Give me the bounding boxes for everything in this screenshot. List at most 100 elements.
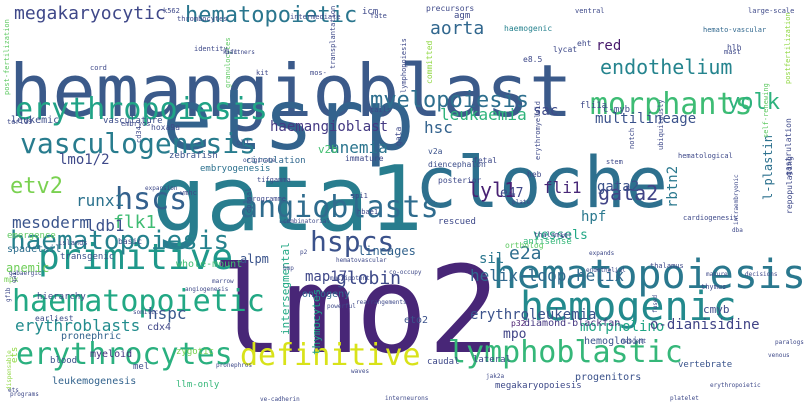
word-repopulating: repopulating — [785, 156, 794, 214]
word-mast: mast — [724, 48, 741, 56]
word-gata2: gata2 — [597, 179, 640, 195]
word-kit: kit — [256, 69, 269, 77]
word-c-myb: c-myb — [603, 105, 631, 115]
word-megakaryocytic: megakaryocytic — [14, 3, 166, 24]
word-co-occupy: co-occupy — [389, 269, 422, 276]
word-klf1: klf1 — [223, 49, 238, 56]
word-hemoglobin: hemoglobin — [584, 336, 645, 347]
word-hspc: hspc — [148, 304, 187, 323]
word-helix-loop-helix: helix-loop-helix — [470, 266, 625, 285]
word-antisense: antisense — [523, 237, 572, 247]
word-programme: programme — [248, 195, 286, 203]
word-leukaemia: leukaemia — [440, 105, 527, 124]
word-precursors: precursors — [426, 4, 475, 13]
word-cmyb: cmyb — [703, 303, 730, 316]
word-emergence: emergence — [7, 231, 56, 241]
word-morphants: morphants — [590, 87, 753, 122]
word-circulation: circulation — [246, 156, 306, 166]
word-expands: expands — [589, 250, 615, 257]
word-rearrangements: rearrangements — [356, 299, 407, 306]
word-whole-mount: whole-mount — [176, 259, 243, 270]
word-hemangioblast: hemangioblast — [9, 49, 573, 133]
word-ve-cadherin: ve-cadherin — [260, 396, 300, 403]
word-powerful: powerful — [327, 303, 356, 310]
word-sac: sac — [533, 103, 559, 119]
word-islands: islands — [58, 239, 88, 247]
word-lyl1: lyl1 — [468, 178, 517, 202]
word-decisions: decisions — [745, 271, 778, 278]
word-alpm: alpm — [240, 252, 269, 266]
word-lmo1-2: lmo1/2 — [59, 152, 110, 168]
word-endothelium: endothelium — [600, 55, 733, 79]
word-terl19: terl19 — [7, 118, 33, 126]
word-erythromyeloid: erythromyeloid — [534, 100, 542, 160]
word-ubiquitously: ubiquitously — [657, 99, 665, 150]
word-waves: waves — [351, 368, 370, 375]
word-eht: eht — [577, 39, 592, 48]
word-lineages: lineages — [358, 244, 416, 258]
word-somitic: somitic — [133, 309, 159, 316]
word-vertebrate: vertebrate — [678, 360, 733, 370]
word-dispensable: dispensable — [6, 350, 13, 390]
word-hoxa9a: hoxa9a — [151, 123, 180, 132]
word-haemogenic: haemogenic — [504, 24, 553, 33]
word-postfertilization: postfertilization — [784, 12, 792, 84]
word-spi1: spi1 — [351, 192, 368, 200]
word-megakaryopoiesis: megakaryopoiesis — [495, 381, 582, 391]
word-originate: originate — [243, 157, 276, 164]
word-committed: committed — [425, 40, 434, 84]
word-posterior: posterior — [438, 176, 482, 185]
word-programs: programs — [10, 391, 39, 398]
word-tails: tails — [370, 106, 392, 114]
word-erythroleukemia: erythroleukemia — [470, 307, 597, 323]
word-lmo2: lmo2 — [211, 242, 500, 381]
word-vessels: vessels — [533, 228, 588, 243]
word-dba: dba — [732, 227, 743, 234]
word-mesoderm: mesoderm — [12, 213, 90, 232]
word-rescued: rescued — [438, 217, 476, 227]
word-fli1a: fli1a — [580, 101, 608, 111]
word-large-scale: large-scale — [748, 7, 795, 15]
word-hspcs: hspcs — [310, 225, 395, 258]
word-etv2: etv2 — [10, 174, 63, 199]
word-intraembryonic: intraembryonic — [733, 174, 740, 225]
word-embryos: embryos — [121, 120, 151, 128]
word-intermediate: intermediate — [290, 13, 341, 21]
word-stl: stl — [561, 233, 572, 240]
word-hemogenic: hemogenic — [520, 284, 737, 330]
word-stem: stem — [606, 158, 623, 166]
word-hematopoiesis: hematopoiesis — [492, 252, 806, 298]
word-morpholino: morpholino — [580, 319, 665, 335]
word-fli1: fli1 — [543, 178, 582, 197]
word-blood: blood — [50, 356, 78, 366]
word-icm: icm — [362, 7, 379, 17]
word-hematopoietic: hematopoietic — [185, 3, 358, 28]
word-hpf: hpf — [581, 209, 607, 225]
word-hscs: hscs — [115, 182, 188, 217]
word-hbae1: hbae1 — [357, 208, 379, 216]
word-thalamus: thalamus — [650, 262, 684, 270]
word-p2: p2 — [300, 249, 308, 256]
word-endothelial: endothelial — [586, 267, 626, 274]
word-caudal: caudal — [427, 357, 460, 367]
word-self-renewing: self-renewing — [762, 83, 770, 138]
word-gata1: gata1 — [152, 147, 423, 252]
word-llm-only: llm-only — [176, 380, 220, 390]
word-erythroblasts: erythroblasts — [15, 316, 141, 335]
word-vasculogenesis: vasculogenesis — [20, 127, 257, 160]
word-yolk: yolk — [727, 90, 780, 115]
word-combinatorial: combinatorial — [283, 218, 330, 225]
word-lymphoblastic: lymphoblastic — [448, 335, 683, 370]
word-pronephros: pronephros — [216, 362, 253, 369]
word-pronephric: pronephric — [61, 331, 122, 342]
word-heb: heb — [527, 170, 542, 179]
word-mpx: mpx — [4, 275, 19, 284]
word-lateral: lateral — [473, 355, 511, 365]
word-basic: basic — [118, 237, 143, 246]
word-fused: fused — [652, 294, 659, 313]
word-erythropoietic: erythropoietic — [710, 382, 761, 389]
word-v2b: v2b — [318, 143, 338, 156]
word-diamond-blackfan: diamond-blackfan — [524, 318, 621, 329]
word-fetal: fetal — [473, 156, 498, 165]
word-zebrafish: zebrafish — [169, 151, 218, 161]
